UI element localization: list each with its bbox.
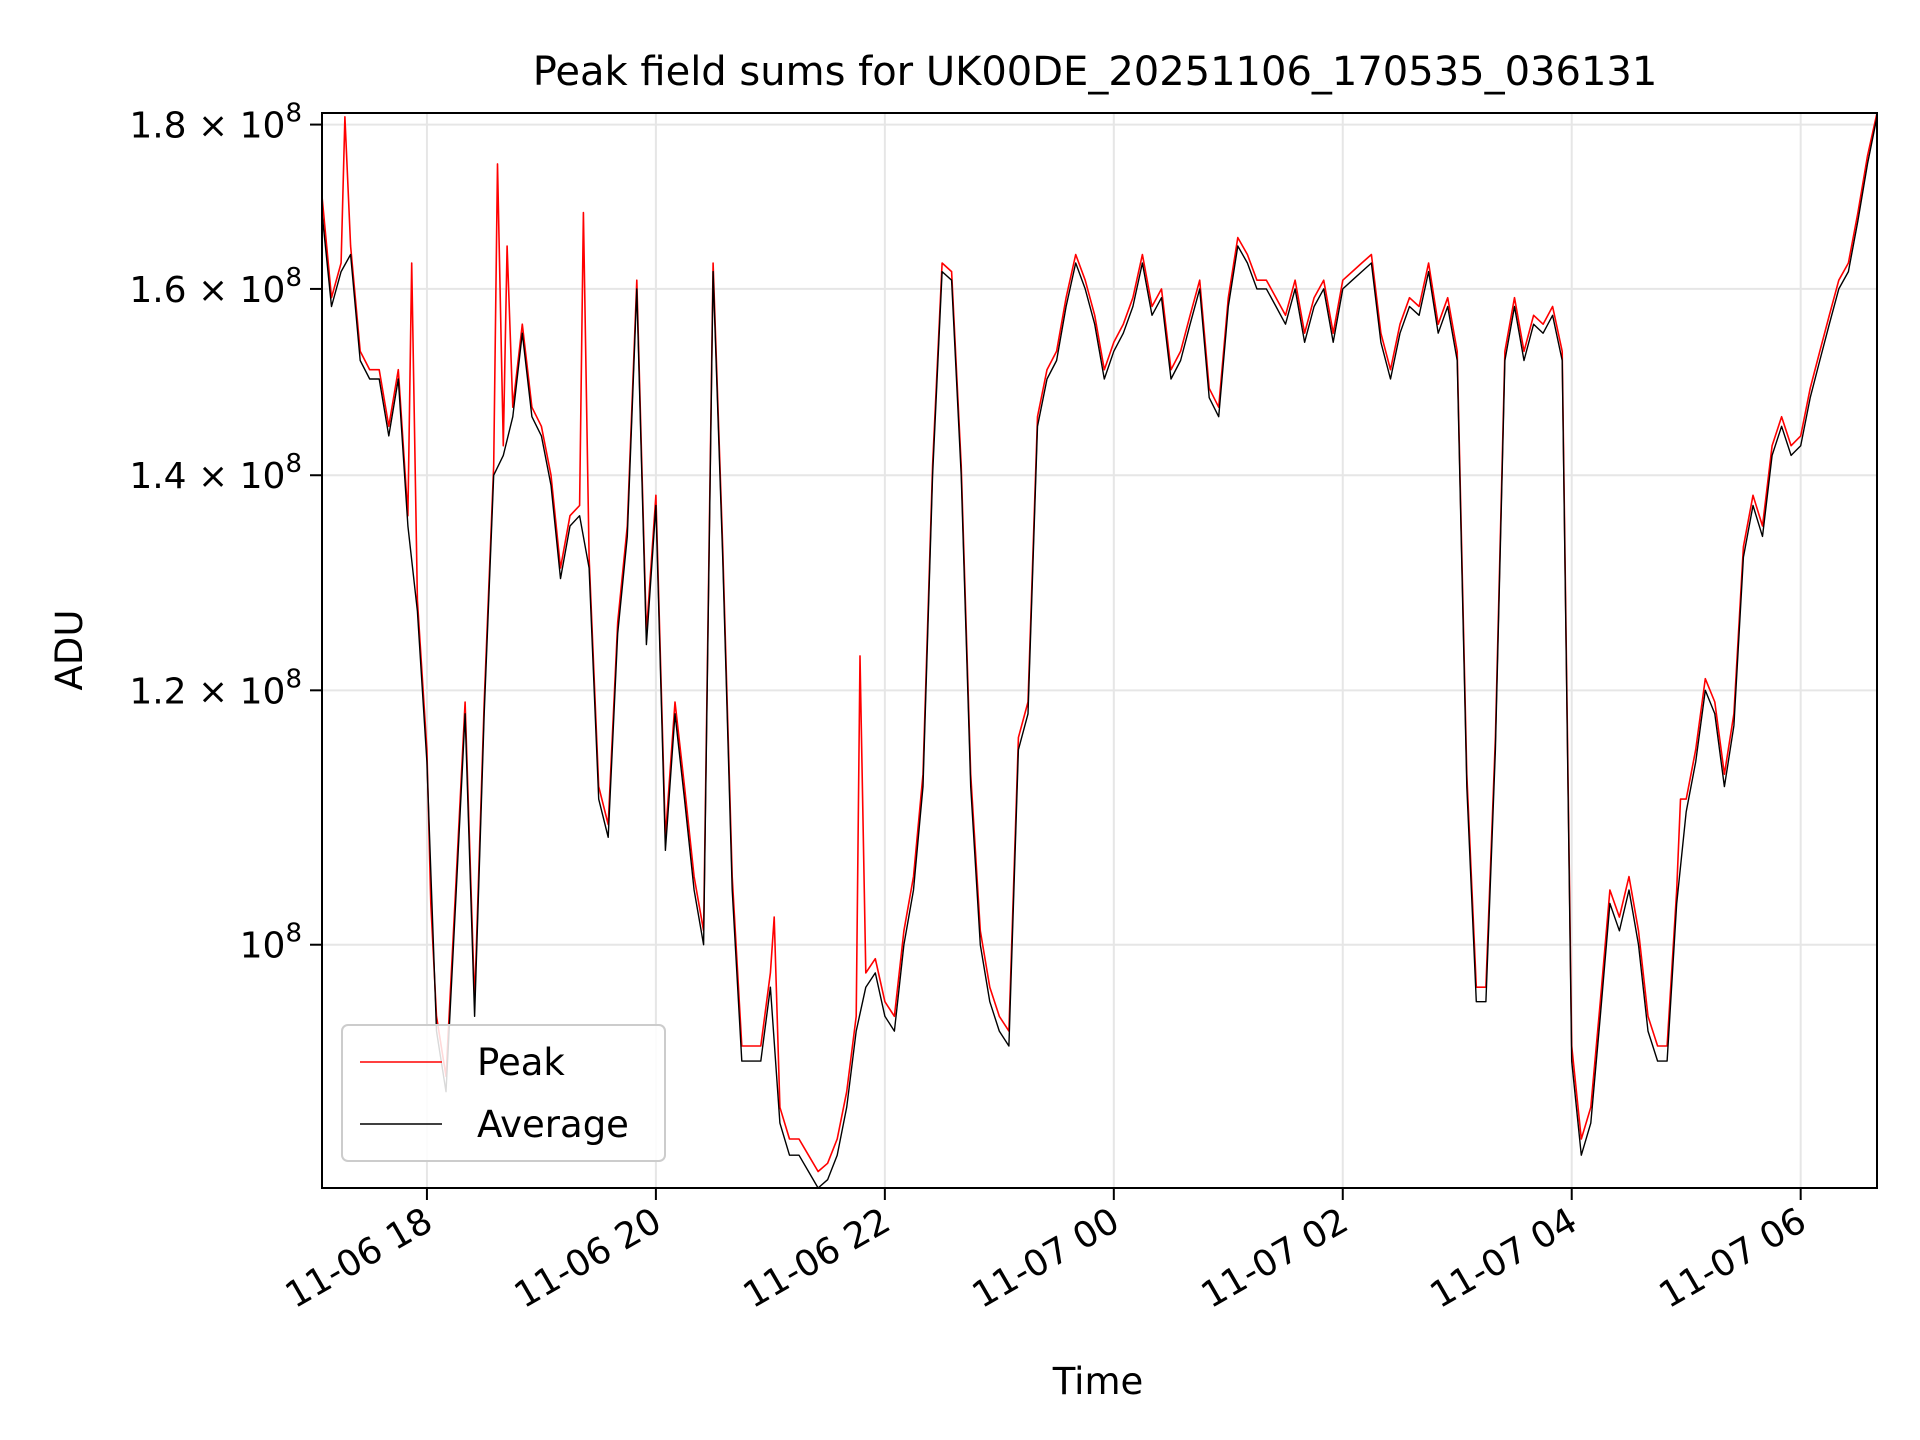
series-line-peak (321, 112, 1878, 1173)
series-layer (321, 112, 1878, 1189)
y-gridlines (322, 123, 1877, 946)
y-tick-label: 1.8 × 108 (129, 99, 302, 147)
chart-title: Peak field sums for UK00DE_20251106_1705… (533, 49, 1658, 95)
x-axis-label: Time (1052, 1360, 1144, 1403)
series-line-average (321, 116, 1878, 1189)
legend-label-average: Average (477, 1103, 629, 1146)
y-tick-label: 1.2 × 108 (129, 664, 302, 712)
plot-area (321, 112, 1878, 1189)
series-average (321, 116, 1878, 1189)
y-axis: 108 1.2 × 108 1.4 × 108 1.6 × 108 1.8 × 108 (129, 99, 322, 967)
y-tick-label: 1.4 × 108 (129, 449, 302, 497)
plot-background (322, 113, 1877, 1188)
legend-label-peak: Peak (477, 1041, 565, 1084)
y-axis-label: ADU (48, 610, 91, 691)
legend-box (341, 1024, 666, 1162)
series-peak (321, 112, 1878, 1173)
y-tick-label: 1.6 × 108 (129, 263, 302, 311)
y-tick-label: 108 (240, 919, 302, 967)
plot-frame (321, 112, 1878, 1189)
legend: Peak Average (341, 1024, 666, 1162)
